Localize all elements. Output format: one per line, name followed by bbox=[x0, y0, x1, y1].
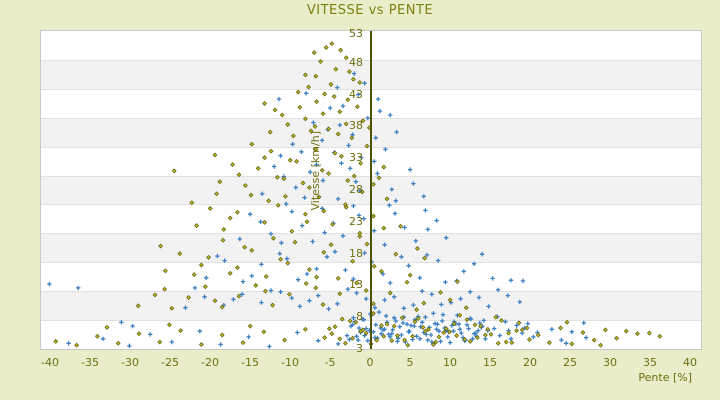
y-tick-label: 8 bbox=[356, 310, 363, 324]
y-tick-label: 23 bbox=[349, 214, 363, 228]
zero-axis-line bbox=[370, 31, 372, 349]
y-tick-label: 18 bbox=[349, 246, 363, 260]
x-tick-label: -35 bbox=[81, 356, 99, 369]
y-tick-label: 53 bbox=[349, 27, 363, 40]
x-tick-label: 40 bbox=[683, 356, 697, 369]
x-tick-label: 25 bbox=[563, 356, 577, 369]
x-tick-label: 35 bbox=[643, 356, 657, 369]
y-tick-label: 43 bbox=[349, 87, 363, 101]
chart-title: VITESSE vs PENTE bbox=[306, 3, 434, 18]
plot-area: 53 48 43 38 33 28 23 18 13 8 3 Vitesse [km/h] bbox=[40, 27, 702, 355]
scatter-layer bbox=[47, 41, 663, 349]
x-tick-label: -5 bbox=[324, 356, 336, 369]
x-tick-label: -30 bbox=[121, 356, 139, 369]
y-tick-label: 38 bbox=[349, 119, 363, 133]
x-tick-label: -40 bbox=[41, 356, 59, 369]
x-tick-label: 10 bbox=[443, 356, 457, 369]
y-tick-label: 13 bbox=[349, 278, 363, 292]
x-tick-label: -10 bbox=[281, 356, 299, 369]
x-tick-label: 0 bbox=[366, 356, 374, 369]
x-tick-label: -25 bbox=[161, 356, 179, 369]
y-tick-label: 3 bbox=[356, 342, 363, 355]
x-tick-label: 30 bbox=[603, 356, 617, 369]
x-tick-label: -15 bbox=[241, 356, 259, 369]
y-axis-title: Vitesse [km/h] bbox=[309, 131, 322, 211]
x-axis-title: Pente [%] bbox=[638, 371, 692, 384]
x-tick-label: -20 bbox=[201, 356, 219, 369]
y-tick-label: 48 bbox=[349, 55, 363, 69]
x-tick-label: 20 bbox=[523, 356, 537, 369]
y-tick-label: 33 bbox=[349, 151, 363, 165]
x-tick-label: 15 bbox=[483, 356, 497, 369]
scatter-serie-olive bbox=[53, 41, 663, 348]
scatter-serie-bleue bbox=[47, 71, 589, 349]
x-tick-label: 5 bbox=[406, 356, 414, 369]
y-tick-label: 28 bbox=[349, 183, 363, 196]
